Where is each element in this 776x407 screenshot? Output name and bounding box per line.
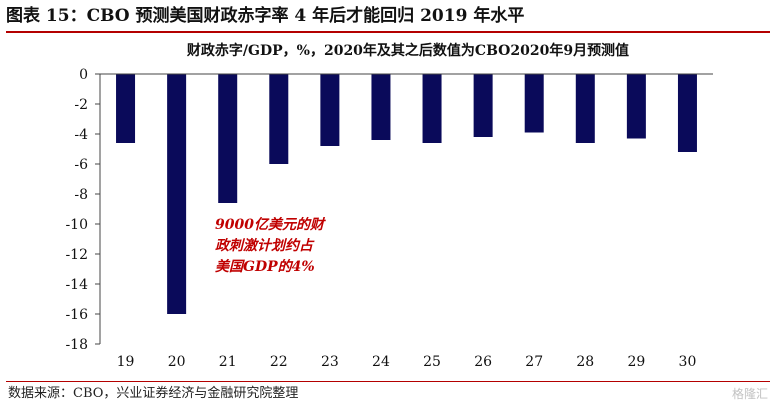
y-tick-label: -6 (74, 157, 88, 173)
bar (422, 74, 442, 143)
y-tick-label: 0 (79, 67, 88, 83)
source-rule (6, 381, 770, 382)
source-note: 数据来源：CBO，兴业证券经济与金融研究院整理 (8, 386, 299, 401)
x-tick-label: 20 (168, 354, 186, 370)
x-tick-label: 29 (627, 354, 645, 370)
x-tick-label: 24 (372, 354, 390, 370)
bar (677, 74, 697, 152)
x-tick-label: 23 (321, 354, 339, 370)
y-tick-label: -8 (74, 187, 88, 203)
x-tick-label: 22 (270, 354, 288, 370)
annotation-line-1: 9000亿美元的财 (215, 216, 326, 233)
bar (269, 74, 289, 164)
figure-title: 图表 15：CBO 预测美国财政赤字率 4 年后才能回归 2019 年水平 (6, 6, 525, 26)
x-axis: 19 20 21 22 23 24 25 26 27 28 29 30 (100, 73, 713, 370)
x-tick-label: 28 (576, 354, 594, 370)
bar (320, 74, 340, 146)
bar (371, 74, 391, 140)
y-tick-label: -4 (74, 127, 88, 143)
bars-group (116, 74, 697, 314)
bar (218, 74, 238, 203)
chart-title: 财政赤字/GDP，%，2020年及其之后数值为CBO2020年9月预测值 (186, 42, 629, 59)
bar (626, 74, 646, 139)
x-tick-label: 25 (423, 354, 441, 370)
y-tick-label: -14 (65, 277, 88, 293)
bar (116, 74, 136, 143)
x-tick-label: 26 (474, 354, 492, 370)
annotation-line-2: 政刺激计划约占 (215, 237, 315, 254)
y-tick-label: -18 (65, 337, 88, 353)
y-tick-label: -16 (65, 307, 88, 323)
x-tick-label: 27 (525, 354, 543, 370)
x-tick-label: 21 (219, 354, 237, 370)
y-tick-label: -10 (65, 217, 88, 233)
y-tick-label: -12 (65, 247, 88, 263)
title-rule (6, 31, 770, 33)
bar (575, 74, 595, 143)
y-axis: 0 -2 -4 -6 -8 -10 -12 -14 -16 -18 (65, 67, 101, 353)
bar (473, 74, 493, 137)
bar (524, 74, 544, 133)
y-tick-label: -2 (74, 97, 88, 113)
x-tick-label: 30 (679, 354, 697, 370)
bar (167, 74, 187, 314)
annotation-line-3: 美国GDP的4% (215, 258, 315, 275)
watermark: 格隆汇 (731, 387, 768, 401)
bar-chart: 财政赤字/GDP，%，2020年及其之后数值为CBO2020年9月预测值 0 -2… (65, 42, 713, 370)
x-tick-label: 19 (117, 354, 135, 370)
